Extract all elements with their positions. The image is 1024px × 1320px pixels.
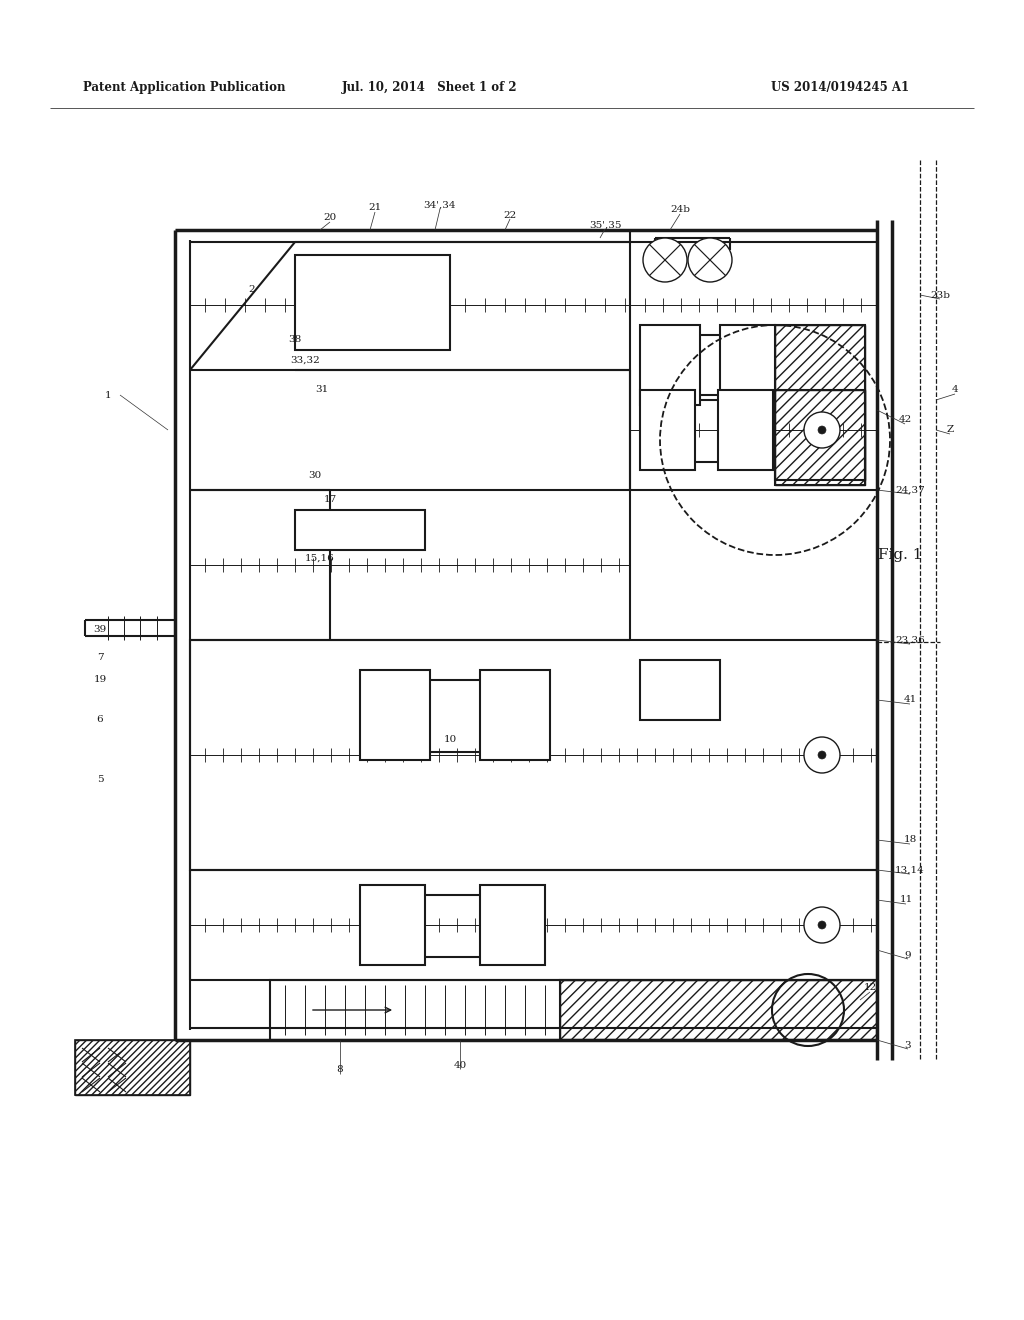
Text: US 2014/0194245 A1: US 2014/0194245 A1 [771,82,909,95]
Text: 4: 4 [951,385,958,395]
Text: 11: 11 [899,895,912,904]
Circle shape [804,412,840,447]
Text: 23,36: 23,36 [895,635,925,644]
Text: 41: 41 [903,696,916,705]
Text: 18: 18 [903,836,916,845]
Bar [775,325,865,480]
Bar [480,884,545,965]
Text: 23b: 23b [930,290,950,300]
Bar [718,389,773,470]
Text: 24,37: 24,37 [895,486,925,495]
Bar [560,979,877,1040]
Circle shape [818,921,826,929]
Text: 15,16: 15,16 [305,553,335,562]
Text: 8: 8 [337,1065,343,1074]
Text: 40: 40 [454,1060,467,1069]
Text: 6: 6 [96,715,103,725]
Bar [560,979,877,1040]
Text: 2: 2 [249,285,255,294]
Bar [640,389,695,470]
Text: 9: 9 [904,950,911,960]
Text: 20: 20 [324,214,337,223]
Text: 33,32: 33,32 [290,355,319,364]
Text: 1: 1 [104,391,112,400]
Bar [775,389,865,484]
Text: 42: 42 [898,416,911,425]
Circle shape [688,238,732,282]
Text: 5: 5 [96,776,103,784]
Text: 38: 38 [289,335,302,345]
Text: 7: 7 [96,653,103,663]
Circle shape [818,426,826,434]
Bar [775,389,865,484]
Text: 19: 19 [93,676,106,685]
Text: Fig. 1: Fig. 1 [878,548,923,562]
Bar [75,1040,190,1096]
Bar [480,671,550,760]
Text: 31: 31 [315,385,329,395]
Text: 39: 39 [93,626,106,635]
Text: 34',34: 34',34 [424,201,457,210]
Text: 10: 10 [443,735,457,744]
Text: Z: Z [946,425,953,434]
Bar [640,325,700,405]
Bar [270,979,877,1040]
Bar [295,510,425,550]
Text: Patent Application Publication: Patent Application Publication [83,82,286,95]
Text: 3: 3 [904,1040,911,1049]
Circle shape [643,238,687,282]
Text: 35',35: 35',35 [589,220,622,230]
Bar [75,1040,190,1096]
Bar [720,325,775,405]
Circle shape [804,737,840,774]
Text: 13,14: 13,14 [895,866,925,874]
Bar [190,640,877,870]
Circle shape [804,907,840,942]
Text: 24b: 24b [670,206,690,214]
Bar [360,671,430,760]
Bar [640,660,720,719]
Bar [360,884,425,965]
Text: 17: 17 [324,495,337,504]
Text: 12: 12 [863,983,877,993]
Bar [295,255,450,350]
Text: 22: 22 [504,210,517,219]
Bar [775,325,865,480]
Text: 21: 21 [369,203,382,213]
Circle shape [818,751,826,759]
Text: 30: 30 [308,470,322,479]
Text: Jul. 10, 2014   Sheet 1 of 2: Jul. 10, 2014 Sheet 1 of 2 [342,82,518,95]
